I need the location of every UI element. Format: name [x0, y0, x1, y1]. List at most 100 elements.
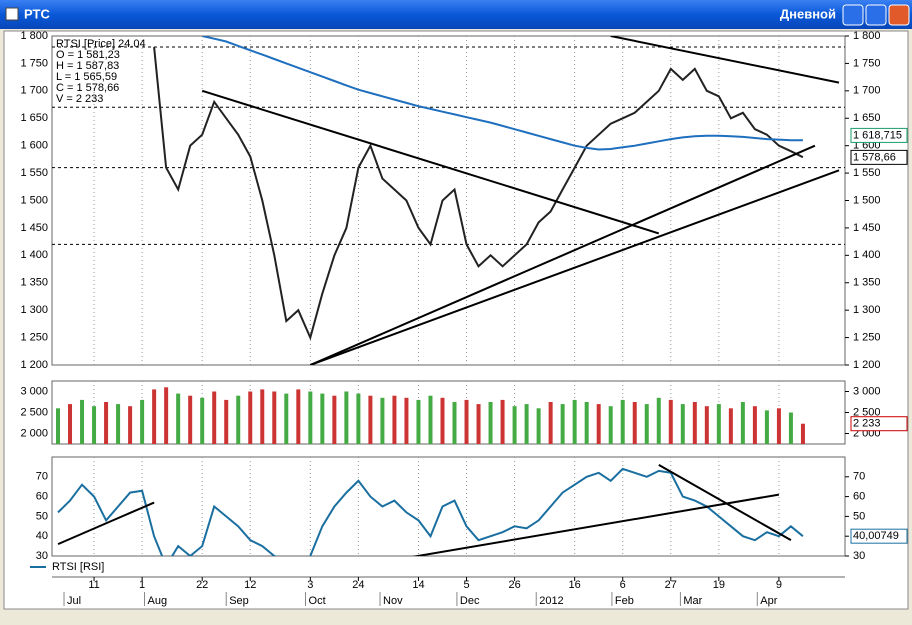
y-tick-label: 70 — [36, 471, 48, 483]
volume-bar — [320, 393, 325, 444]
volume-bar — [500, 399, 505, 444]
volume-bar — [524, 404, 529, 444]
volume-bar — [80, 399, 85, 444]
volume-bar — [428, 395, 433, 444]
volume-bar — [464, 399, 469, 444]
month-label: Apr — [760, 595, 777, 607]
last-value-label: 1 618,715 — [853, 129, 902, 141]
x-tick-label: 6 — [620, 579, 626, 591]
y-tick-label-right: 1 500 — [853, 194, 881, 206]
x-tick-label: 16 — [569, 579, 581, 591]
y-tick-label: 1 450 — [20, 222, 48, 234]
trend-line — [658, 464, 792, 542]
volume-bar — [164, 387, 169, 444]
volume-bar — [104, 402, 109, 444]
volume-bar — [176, 393, 181, 444]
series-line — [201, 36, 803, 151]
volume-bar — [644, 404, 649, 444]
x-tick-label: 11 — [88, 579, 99, 591]
volume-bar — [536, 408, 541, 444]
month-label: Dec — [460, 595, 480, 607]
minimize-button[interactable] — [842, 4, 864, 26]
volume-bar — [188, 395, 193, 444]
volume-bar — [440, 397, 445, 444]
last-value-box — [850, 149, 908, 165]
volume-bar — [608, 406, 613, 444]
y-tick-label: 1 300 — [20, 304, 48, 316]
volume-bar — [416, 399, 421, 444]
volume-bar — [488, 402, 493, 444]
y-tick-label-right: 60 — [853, 491, 865, 503]
volume-bar — [680, 404, 685, 444]
last-value-label: 2 233 — [853, 418, 881, 430]
y-tick-label: 30 — [36, 550, 48, 562]
month-label: Mar — [683, 595, 702, 607]
x-tick-label: 9 — [776, 579, 782, 591]
volume-bar — [788, 412, 793, 444]
volume-bar — [356, 393, 361, 444]
trend-line — [610, 36, 840, 84]
info-text: H = 1 587,83 — [56, 60, 119, 72]
volume-bar — [800, 423, 805, 444]
volume-bar — [380, 397, 385, 444]
maximize-button[interactable] — [865, 4, 887, 26]
volume-bar — [140, 399, 145, 444]
y-tick-label: 1 500 — [20, 194, 48, 206]
volume-bar — [728, 408, 733, 444]
volume-bar — [56, 408, 61, 444]
y-tick-label: 1 700 — [20, 85, 48, 97]
y-tick-label: 40 — [36, 530, 48, 542]
y-tick-label: 1 600 — [20, 140, 48, 152]
volume-bar — [776, 408, 781, 444]
x-tick-label: 12 — [244, 579, 256, 591]
volume-bar — [692, 402, 697, 444]
y-tick-label-right: 1 700 — [853, 85, 881, 97]
y-tick-label-right: 2 500 — [853, 406, 881, 418]
info-text: RTSI [Price] 24.04 — [56, 38, 146, 50]
volume-bar — [296, 389, 301, 444]
volume-bar — [668, 399, 673, 444]
info-text: C = 1 578,66 — [56, 82, 119, 94]
y-tick-label-right: 70 — [853, 471, 865, 483]
last-value-box — [850, 528, 908, 544]
trend-line — [411, 493, 780, 556]
y-tick-label: 1 400 — [20, 249, 48, 261]
volume-bar — [452, 402, 457, 444]
month-label: Jul — [67, 595, 81, 607]
close-button[interactable] — [888, 4, 910, 26]
month-label: Aug — [148, 595, 168, 607]
y-tick-label: 1 750 — [20, 57, 48, 69]
last-value-label: 40,00749 — [853, 530, 899, 542]
x-tick-label: 5 — [463, 579, 469, 591]
y-tick-label-right: 1 250 — [853, 331, 881, 343]
y-tick-label-right: 30 — [853, 550, 865, 562]
plot — [57, 457, 804, 556]
x-tick-label: 27 — [665, 579, 677, 591]
y-tick-label: 1 250 — [20, 331, 48, 343]
volume-bar — [236, 395, 241, 444]
x-tick-label: 14 — [412, 579, 424, 591]
volume-bar — [548, 402, 553, 444]
title-bar — [0, 0, 912, 29]
volume-bar — [392, 395, 397, 444]
volume-bar — [740, 402, 745, 444]
y-tick-label-right: 1 750 — [853, 57, 881, 69]
last-value-label: 1 578,66 — [853, 151, 896, 163]
volume-bar — [332, 395, 337, 444]
volume-bar — [596, 404, 601, 444]
trend-line — [309, 144, 816, 365]
last-value-box — [850, 127, 908, 143]
x-tick-label: 3 — [307, 579, 313, 591]
plot — [52, 36, 845, 365]
y-tick-label-right: 1 450 — [853, 222, 881, 234]
plot — [56, 381, 805, 444]
month-label: Nov — [383, 595, 403, 607]
x-tick-label: 22 — [196, 579, 208, 591]
y-tick-label-right: 3 000 — [853, 385, 881, 397]
volume-bar — [212, 391, 217, 444]
y-tick-label: 50 — [36, 510, 48, 522]
series-line — [153, 46, 804, 341]
panel — [51, 35, 846, 366]
window-mode[interactable]: Дневной — [780, 6, 836, 21]
